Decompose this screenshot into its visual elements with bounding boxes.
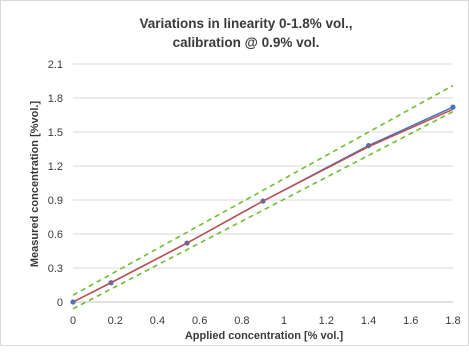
x-axis-title: Applied concentration [% vol.] bbox=[185, 330, 344, 342]
x-tick-label: 0.8 bbox=[234, 315, 249, 327]
y-tick-label: 0.3 bbox=[48, 263, 63, 275]
chart-title-line-2: calibration @ 0.9% vol. bbox=[173, 35, 320, 50]
tick-labels: 0 0.3 0.6 0.9 1.2 1.5 1.8 2.1 0 0.2 0.4 0.6 0.8 1 1.2 1… bbox=[48, 59, 461, 327]
series-layer bbox=[70, 84, 456, 310]
series-line-3 bbox=[72, 84, 454, 296]
y-tick-label: 2.1 bbox=[48, 59, 63, 71]
y-tick-label: 1.2 bbox=[48, 161, 63, 173]
gridlines bbox=[73, 63, 453, 269]
x-tick-label: 0.6 bbox=[192, 315, 207, 327]
chart-title-line-1: Variations in linearity 0-1.8% vol., bbox=[139, 16, 352, 31]
y-tick-label: 0 bbox=[57, 297, 63, 309]
x-tick-label: 1.6 bbox=[403, 315, 418, 327]
data-point bbox=[450, 104, 456, 110]
x-tick-label: 0 bbox=[70, 315, 76, 327]
x-tick-label: 1 bbox=[281, 315, 287, 327]
series-line-2 bbox=[72, 108, 454, 303]
y-tick-label: 0.9 bbox=[48, 195, 63, 207]
y-axis-title: Measured concentration [%vol.] bbox=[29, 101, 41, 268]
y-tick-label: 0.6 bbox=[48, 229, 63, 241]
y-tick-label: 1.8 bbox=[48, 93, 63, 105]
x-tick-label: 0.2 bbox=[108, 315, 123, 327]
x-tick-label: 0.4 bbox=[150, 315, 165, 327]
x-tick-label: 1.4 bbox=[361, 315, 376, 327]
y-tick-label: 1.5 bbox=[48, 127, 63, 139]
series-line-4 bbox=[72, 110, 454, 310]
x-tick-label: 1.8 bbox=[445, 315, 460, 327]
x-tick-label: 1.2 bbox=[319, 315, 334, 327]
